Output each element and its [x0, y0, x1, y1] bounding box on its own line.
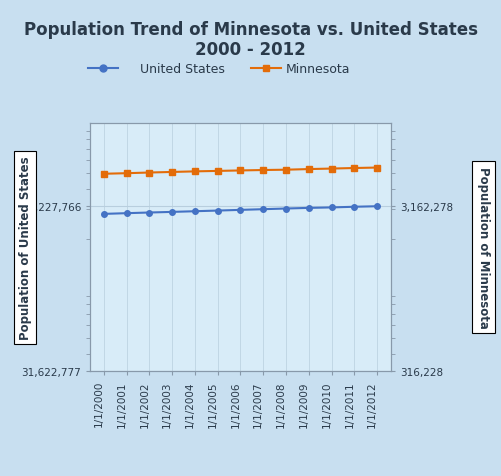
- Minnesota: [101, 171, 107, 177]
- United States: [351, 205, 357, 210]
- Minnesota: [124, 171, 130, 177]
- Text: Population Trend of Minnesota vs. United States: Population Trend of Minnesota vs. United…: [24, 21, 477, 40]
- Line: United States: United States: [101, 204, 380, 217]
- United States: [374, 204, 380, 209]
- Minnesota: [374, 165, 380, 171]
- United States: [237, 208, 243, 213]
- United States: [306, 206, 312, 211]
- United States: [146, 210, 152, 216]
- Line: Minnesota: Minnesota: [101, 166, 380, 177]
- United States: [329, 205, 335, 211]
- Minnesota: [306, 167, 312, 173]
- United States: [283, 206, 289, 212]
- Minnesota: [329, 166, 335, 172]
- Minnesota: [146, 170, 152, 176]
- United States: [169, 209, 175, 215]
- United States: [124, 211, 130, 217]
- United States: [192, 209, 198, 215]
- Minnesota: [192, 169, 198, 175]
- United States: [101, 211, 107, 217]
- Minnesota: [215, 169, 221, 174]
- Text: Minnesota: Minnesota: [286, 62, 350, 76]
- Minnesota: [260, 168, 266, 174]
- United States: [215, 208, 221, 214]
- Minnesota: [169, 170, 175, 176]
- Text: 2000 - 2012: 2000 - 2012: [195, 40, 306, 59]
- Text: Population of United States: Population of United States: [19, 156, 32, 339]
- Minnesota: [283, 168, 289, 173]
- Minnesota: [351, 166, 357, 171]
- United States: [260, 207, 266, 213]
- Text: Population of Minnesota: Population of Minnesota: [477, 167, 490, 328]
- Text: United States: United States: [140, 62, 225, 76]
- Minnesota: [237, 168, 243, 174]
